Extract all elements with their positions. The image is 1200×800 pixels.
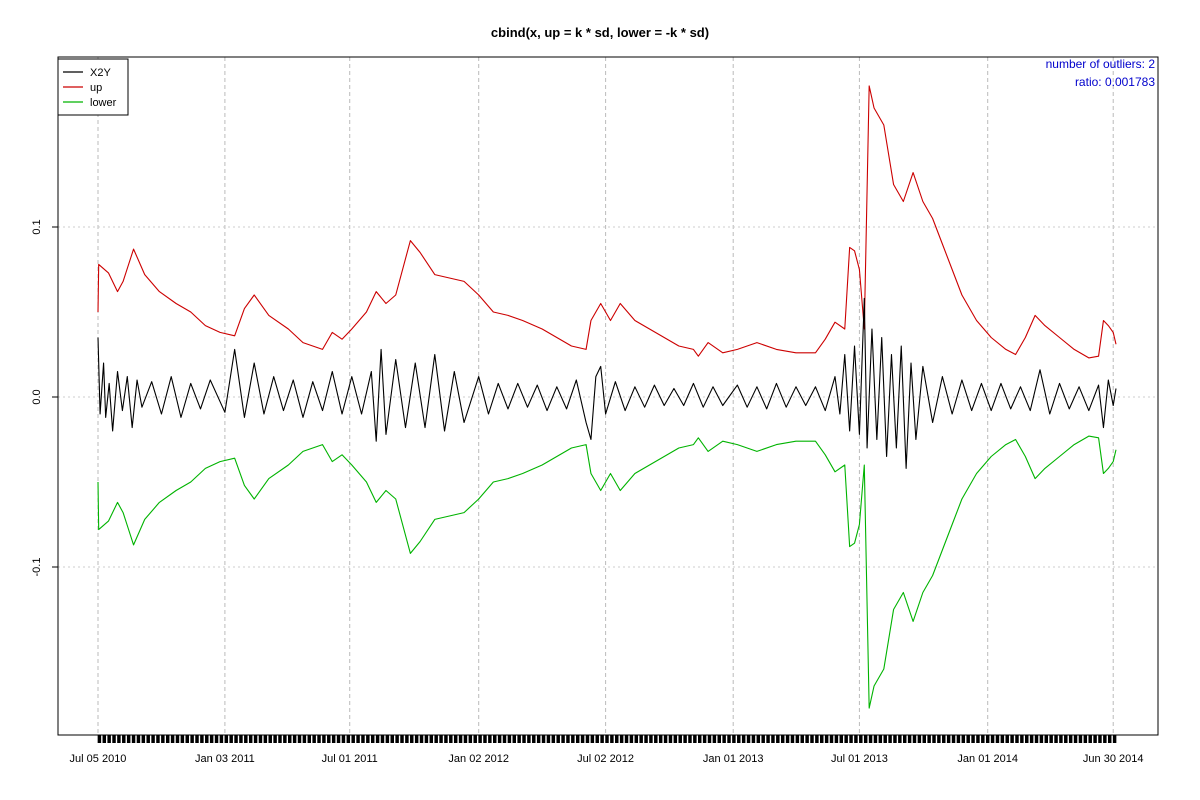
legend-label-up: up (90, 82, 102, 94)
x-tick-label: Jun 30 2014 (1083, 753, 1144, 765)
legend: X2Y up lower (57, 58, 129, 116)
axes: -0.1 0.0 0.1 Jul 05 2010 Jan 03 2011 Jul 01 2… (31, 56, 1159, 765)
x-tick-label: Jan 03 2011 (195, 753, 255, 765)
chart-title: cbind(x, up = k * sd, lower = -k * sd) (491, 25, 709, 40)
x-tick-label: Jan 01 2014 (957, 753, 1018, 765)
series-layer (97, 85, 1117, 709)
outlier-count-annotation: number of outliers: 2 (1046, 57, 1156, 71)
y-tick-label: 0.0 (31, 389, 43, 404)
x-tick-label: Jul 02 2012 (577, 753, 634, 765)
x-tick-label: Jul 01 2011 (322, 753, 378, 765)
y-tick-label: 0.1 (31, 219, 43, 234)
x-minor-tick-marks (97, 735, 1117, 743)
x-tick-label: Jul 01 2013 (831, 753, 888, 765)
x-tick-label: Jan 02 2012 (448, 753, 509, 765)
series-line-up (97, 85, 1117, 359)
x-tick-label: Jul 05 2010 (70, 753, 127, 765)
outlier-ratio-annotation: ratio: 0.001783 (1075, 75, 1155, 89)
series-line-lower (97, 435, 1117, 709)
y-tick-label: -0.1 (31, 558, 43, 577)
grid (58, 57, 1158, 735)
legend-label-x2y: X2Y (90, 67, 111, 79)
x-tick-label: Jan 01 2013 (703, 753, 764, 765)
plot-frame (57, 56, 1159, 736)
legend-label-lower: lower (90, 97, 117, 109)
x-minor-ticks (97, 735, 1117, 743)
series-line-x2y (97, 297, 1117, 469)
